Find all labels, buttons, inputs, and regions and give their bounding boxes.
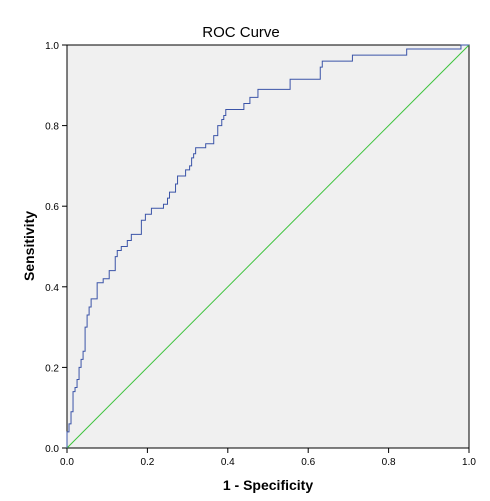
x-axis-label: 1 - Specificity	[223, 477, 313, 493]
y-tick-label: 1.0	[45, 41, 59, 52]
y-tick-label: 0.6	[45, 202, 59, 213]
y-tick-label: 0.8	[45, 122, 59, 133]
x-tick-label: 0.4	[221, 457, 235, 468]
reference-line	[66, 44, 470, 449]
x-axis-ticks: 0.0 0.2 0.4 0.6 0.8 1.0	[60, 448, 476, 468]
x-tick-label: 0.2	[140, 457, 154, 468]
x-tick-label: 1.0	[462, 457, 476, 468]
y-axis-label: Sensitivity	[21, 211, 37, 281]
x-tick-label: 0.8	[382, 457, 396, 468]
x-tick-label: 0.6	[301, 457, 315, 468]
roc-curve-line	[66, 44, 469, 448]
x-tick-label: 0.0	[60, 457, 74, 468]
y-axis-ticks: 0.0 0.2 0.4 0.6 0.8 1.0	[45, 41, 67, 455]
chart-title: ROC Curve	[202, 24, 280, 41]
y-tick-label: 0.0	[45, 444, 59, 455]
y-tick-label: 0.4	[45, 283, 59, 294]
y-tick-label: 0.2	[45, 363, 59, 374]
